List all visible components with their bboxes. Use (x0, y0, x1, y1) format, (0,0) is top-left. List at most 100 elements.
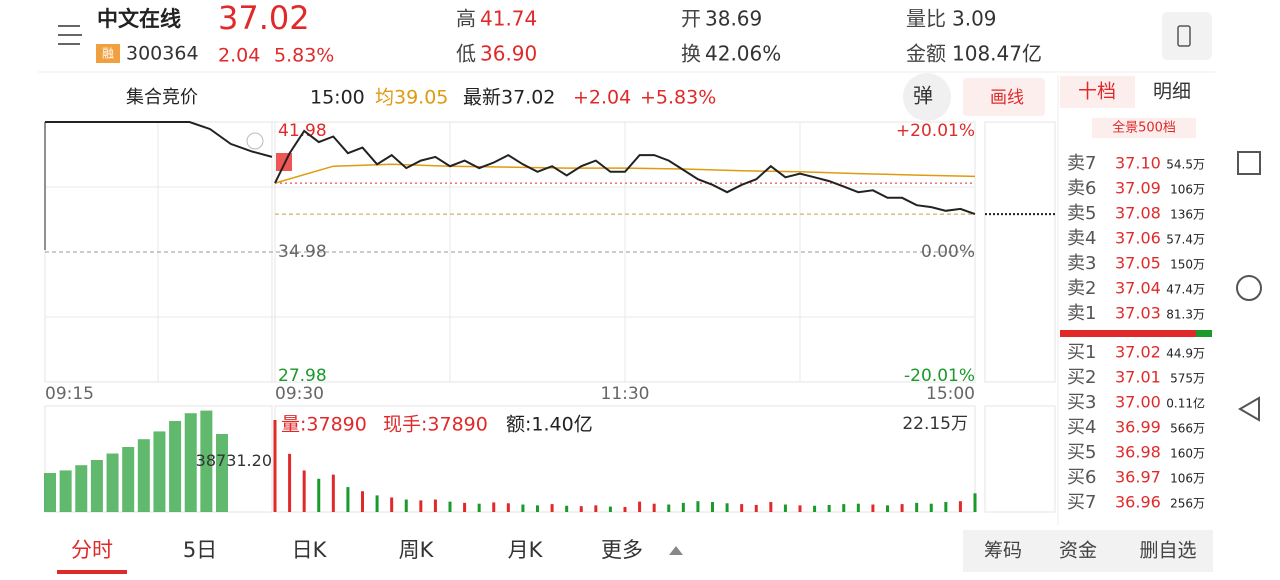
book-price: 37.02 (1115, 343, 1161, 362)
bottom-tab[interactable]: 月K (508, 538, 544, 562)
time-label: 15:00 (926, 384, 975, 404)
volume-bar (550, 504, 554, 512)
stock-code: 300364 (126, 43, 199, 65)
volume-bar (536, 505, 539, 512)
stat-value: 108.47亿 (952, 42, 1042, 66)
change-pct: 5.83% (274, 45, 334, 67)
draw-button[interactable] (963, 78, 1045, 116)
stat-label: 高 (456, 7, 476, 31)
book-volume: 106万 (1170, 472, 1205, 486)
time-label: 09:15 (45, 384, 94, 404)
nav-recent[interactable] (1237, 151, 1261, 175)
bottom-tab[interactable]: 周K (399, 538, 435, 562)
volume-bar (448, 501, 452, 512)
volume-bar (886, 505, 889, 512)
stat-label: 量比 (906, 7, 946, 31)
draw-label[interactable]: 画线 (990, 88, 1024, 108)
book-price: 37.09 (1115, 179, 1161, 198)
book-volume: 57.4万 (1166, 233, 1205, 247)
volume-bar (477, 503, 481, 512)
auction-volume-bar (59, 470, 72, 512)
book-label: 卖3 (1067, 253, 1096, 274)
volume-bar (725, 503, 729, 512)
book-price: 37.01 (1115, 368, 1161, 387)
volume-bar (973, 493, 977, 512)
book-volume: 81.3万 (1166, 308, 1205, 322)
auction-volume-label: 38731.20 (196, 451, 272, 470)
auction-line (45, 121, 273, 158)
bottom-tab[interactable]: 日K (292, 538, 328, 562)
actions-bg (963, 530, 1213, 572)
volume-bar (681, 502, 685, 512)
help-icon[interactable] (246, 132, 264, 150)
volume-bar (375, 495, 379, 512)
action-button[interactable]: 删自选 (1139, 540, 1196, 562)
volume-bar (317, 478, 321, 512)
price: 37.02 (218, 0, 310, 37)
action-button[interactable]: 资金 (1059, 540, 1097, 562)
book-tab[interactable]: 明细 (1153, 81, 1191, 103)
volume-bar (623, 507, 627, 512)
stat-label: 低 (456, 42, 476, 66)
auction-volume-bar (137, 439, 150, 512)
popup-label[interactable]: 弹 (913, 84, 933, 108)
volume-bar (419, 500, 423, 512)
book-tab[interactable]: 十档 (1078, 81, 1116, 103)
book-volume: 150万 (1170, 258, 1205, 272)
volume-frame (984, 405, 1056, 513)
volume-bar (783, 504, 787, 512)
book-price: 37.03 (1115, 304, 1161, 323)
latest-label: 最新37.02 (463, 87, 555, 109)
device-icon (1177, 25, 1191, 47)
hand-info: 现手:37890 (383, 414, 488, 436)
panorama[interactable]: 全景500档 (1112, 120, 1176, 136)
book-volume: 160万 (1170, 447, 1205, 461)
book-label: 买1 (1067, 342, 1096, 363)
volume-bar (915, 502, 919, 512)
volume-bar (288, 453, 292, 512)
auction-volume-bar (153, 431, 166, 512)
nav-back[interactable] (1238, 396, 1260, 422)
stat-label: 开 (681, 7, 701, 31)
auction-volume-bar (75, 465, 88, 512)
auction-volume-bar (44, 473, 56, 512)
volume-bar (433, 499, 437, 512)
book-volume: 566万 (1170, 422, 1205, 436)
bottom-tab[interactable]: 更多 (601, 538, 643, 562)
stat-value: 38.69 (705, 7, 762, 31)
avg-label: 均39.05 (375, 87, 448, 109)
volume-info: 量:37890 (281, 414, 367, 436)
book-price: 36.96 (1115, 493, 1161, 512)
time-label: 09:30 (275, 384, 324, 404)
menu-icon[interactable] (58, 25, 82, 45)
more-arrow[interactable] (669, 546, 683, 555)
volume-bar (361, 491, 364, 512)
action-button[interactable]: 筹码 (984, 540, 1022, 562)
book-price: 37.04 (1115, 279, 1161, 298)
panel-frame (984, 121, 1056, 383)
volume-bar (900, 504, 904, 512)
book-label: 卖5 (1067, 203, 1096, 224)
nav-home[interactable] (1236, 275, 1262, 301)
stat-label: 金额 (906, 42, 946, 66)
auction-volume-bar (169, 421, 182, 512)
device-button[interactable] (1162, 12, 1212, 60)
book-label: 买4 (1067, 417, 1096, 438)
book-volume: 256万 (1170, 497, 1205, 511)
price-line (274, 129, 976, 216)
book-price: 36.99 (1115, 418, 1161, 437)
bottom-tab[interactable]: 5日 (183, 538, 217, 562)
book-label: 卖6 (1067, 178, 1096, 199)
volume-bar (579, 506, 583, 512)
pct-tick-label: +20.01% (896, 121, 975, 141)
change-pct-label: +5.83% (640, 87, 716, 109)
popup-button[interactable] (903, 73, 951, 121)
bottom-tab[interactable]: 分时 (71, 538, 113, 562)
volume-bar (506, 503, 510, 512)
amount-info: 额:1.40亿 (506, 414, 593, 436)
volume-bar (521, 504, 525, 512)
book-volume: 106万 (1170, 183, 1205, 197)
auction-volume-bar (200, 410, 213, 512)
book-price: 36.97 (1115, 468, 1161, 487)
volume-bar (711, 502, 714, 512)
